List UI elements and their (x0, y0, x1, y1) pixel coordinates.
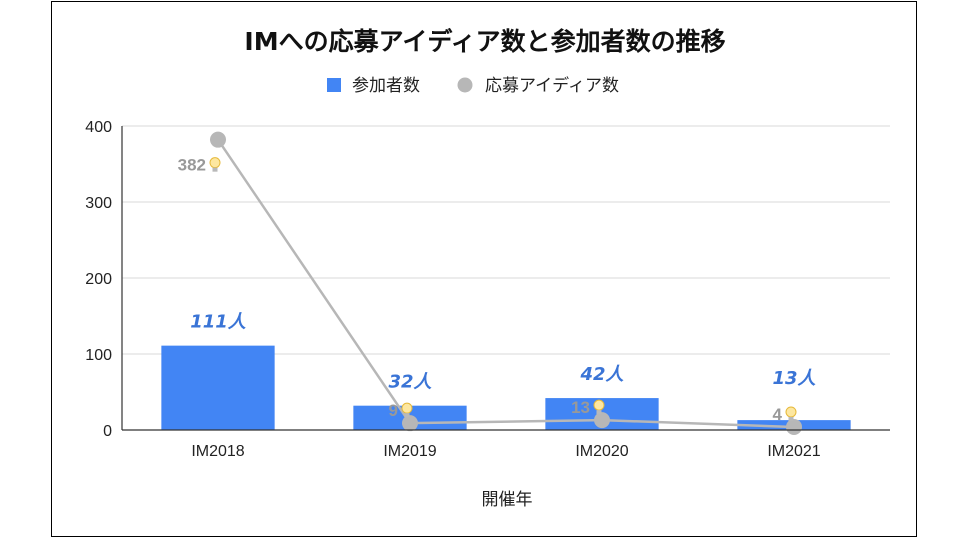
line-value-text: 13 (571, 398, 590, 417)
gridlines (122, 125, 890, 355)
legend-swatch-bar (327, 78, 341, 92)
x-tick-label: IM2021 (767, 443, 820, 460)
line-value-label: 9 (389, 401, 413, 420)
chart-title: IMへの応募アイディア数と参加者数の推移 (244, 27, 725, 56)
chart: IMへの応募アイディア数と参加者数の推移 参加者数 応募アイディア数 0 100 2… (85, 27, 890, 510)
y-tick-label: 400 (85, 119, 112, 136)
line-point (594, 412, 610, 429)
x-tick-label: IM2019 (383, 443, 436, 460)
line-value-text: 4 (773, 405, 783, 424)
legend-label-line: 応募アイディア数 (485, 75, 619, 96)
y-axis-ticks: 0 100 200 300 400 (85, 119, 112, 440)
x-axis-title: 開催年 (482, 490, 533, 510)
line-value-label: 4 (773, 405, 797, 424)
bar (161, 345, 275, 430)
line-path (216, 138, 795, 429)
line-point (210, 131, 226, 148)
bar-value-label: 42人 (579, 364, 624, 385)
lightbulb-icon (209, 157, 221, 172)
y-tick-label: 0 (103, 423, 112, 440)
lightbulb-glass (785, 406, 797, 418)
x-tick-label: IM2018 (191, 443, 244, 460)
line-value-label: 13 (571, 398, 605, 417)
lightbulb-glass (209, 157, 221, 169)
x-axis-ticks: IM2018 IM2019 IM2020 IM2021 (191, 443, 820, 460)
data-labels: 111人 32人 42人 13人 382 9 13 4 (178, 156, 817, 424)
lightbulb-glass (593, 399, 605, 411)
line-value-text: 9 (389, 401, 398, 420)
lightbulb-base (596, 410, 602, 415)
lightbulb-icon (785, 406, 797, 421)
bar-value-label: 111人 (190, 312, 247, 333)
y-tick-label: 200 (85, 271, 112, 288)
bar-value-label: 32人 (388, 372, 432, 393)
legend: 参加者数 応募アイディア数 (327, 75, 619, 96)
line-point (402, 415, 418, 432)
y-tick-label: 100 (85, 347, 112, 364)
lightbulb-icon (401, 402, 413, 418)
lightbulb-base (788, 416, 794, 421)
y-tick-label: 300 (85, 195, 112, 212)
lightbulb-base (404, 413, 410, 418)
line-value-label: 382 (178, 156, 221, 175)
line-value-text: 382 (178, 156, 206, 175)
lightbulb-glass (401, 402, 413, 414)
legend-swatch-line (457, 77, 473, 93)
bar-series (161, 345, 851, 430)
legend-label-bar: 参加者数 (352, 76, 420, 96)
line-series (210, 131, 802, 435)
line-point (786, 418, 802, 435)
bar-value-label: 13人 (772, 368, 816, 389)
lightbulb-icon (593, 399, 605, 415)
lightbulb-base (212, 167, 218, 172)
chart-frame: IMへの応募アイディア数と参加者数の推移 参加者数 応募アイディア数 0 100 2… (51, 1, 917, 537)
x-tick-label: IM2020 (575, 443, 628, 460)
